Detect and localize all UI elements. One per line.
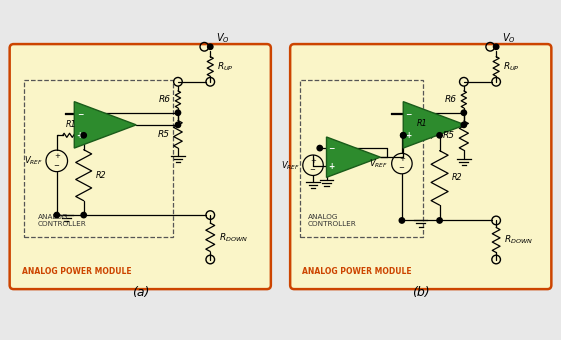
Text: $V_{REF}$: $V_{REF}$	[370, 157, 388, 170]
Circle shape	[317, 146, 323, 151]
Circle shape	[208, 44, 213, 49]
FancyBboxPatch shape	[10, 44, 271, 289]
Text: $R_{DOWN}$: $R_{DOWN}$	[219, 231, 247, 243]
Text: $R_{UP}$: $R_{UP}$	[503, 60, 520, 73]
Text: $V_{REF}$: $V_{REF}$	[24, 155, 43, 167]
Text: R6: R6	[445, 95, 457, 104]
Text: +: +	[406, 131, 412, 140]
Text: ANALOG POWER MODULE: ANALOG POWER MODULE	[22, 268, 131, 276]
Bar	[25, 81, 173, 237]
Text: R5: R5	[443, 131, 455, 140]
Text: ANALOG
CONTROLLER: ANALOG CONTROLLER	[38, 214, 86, 227]
Text: R6: R6	[159, 95, 171, 104]
Text: −: −	[53, 163, 59, 169]
Text: +: +	[310, 158, 316, 164]
Text: $R_{UP}$: $R_{UP}$	[217, 60, 234, 73]
Polygon shape	[74, 102, 136, 148]
Text: +: +	[54, 153, 59, 159]
Text: −: −	[328, 143, 334, 153]
Text: R1: R1	[417, 119, 427, 129]
Text: $V_O$: $V_O$	[502, 32, 515, 46]
Text: (a): (a)	[132, 286, 149, 299]
Text: $R_{DOWN}$: $R_{DOWN}$	[504, 234, 533, 246]
Text: (b): (b)	[412, 286, 430, 299]
Circle shape	[175, 122, 181, 128]
Circle shape	[81, 212, 86, 218]
Text: R2: R2	[96, 171, 107, 180]
Text: ANALOG
CONTROLLER: ANALOG CONTROLLER	[307, 214, 356, 227]
Circle shape	[401, 133, 406, 138]
Text: +: +	[399, 156, 405, 162]
Polygon shape	[327, 137, 380, 177]
Bar	[300, 81, 424, 237]
FancyBboxPatch shape	[290, 44, 551, 289]
Circle shape	[461, 122, 467, 128]
Circle shape	[54, 212, 59, 218]
Circle shape	[175, 110, 181, 116]
Text: ANALOG POWER MODULE: ANALOG POWER MODULE	[302, 268, 412, 276]
Circle shape	[399, 218, 404, 223]
Text: −: −	[398, 165, 404, 171]
Text: R5: R5	[158, 130, 169, 139]
Text: −: −	[77, 110, 83, 119]
Circle shape	[437, 218, 442, 223]
Text: $V_{REF}$: $V_{REF}$	[280, 159, 300, 171]
Circle shape	[494, 44, 499, 49]
Circle shape	[401, 133, 406, 138]
Circle shape	[81, 133, 86, 138]
Circle shape	[437, 133, 442, 138]
Text: R1: R1	[66, 120, 76, 129]
Text: $V_O$: $V_O$	[215, 32, 229, 46]
Text: +: +	[328, 162, 334, 171]
Polygon shape	[403, 102, 465, 148]
Text: +: +	[77, 131, 83, 140]
Text: −: −	[309, 167, 315, 173]
Circle shape	[461, 110, 467, 116]
Text: R2: R2	[452, 173, 463, 182]
Text: −: −	[406, 110, 412, 119]
